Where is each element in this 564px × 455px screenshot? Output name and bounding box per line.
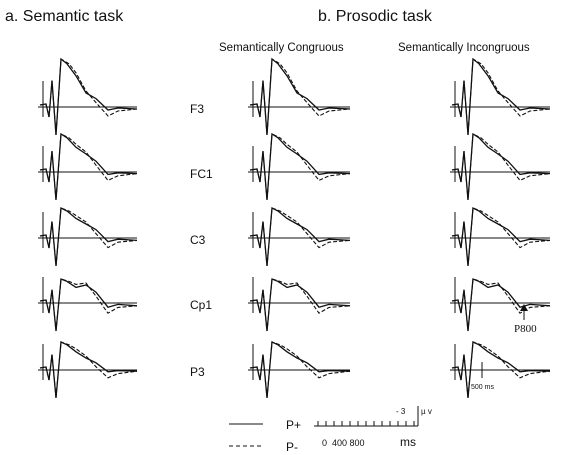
waveform-c3-p-minus	[451, 207, 551, 267]
waveform-fc1-p-minus	[39, 133, 138, 201]
panel-a-waveforms	[38, 57, 138, 399]
time-marker-label: 500 ms	[471, 384, 494, 391]
channel-label-cp1: Cp1	[190, 298, 212, 312]
waveform-fc1-p-minus	[249, 133, 351, 201]
panel-a-title: a. Semantic task	[5, 8, 124, 25]
scale-amplitude-label: - 3	[396, 407, 406, 416]
panel-b-waveforms	[248, 57, 351, 399]
waveform-cp1-p-minus	[39, 278, 138, 332]
p800-arrow-head	[520, 304, 528, 311]
subtitle-incongruous: Semantically Incongruous	[398, 42, 530, 54]
channel-label-p3: P3	[190, 365, 205, 379]
scale-tick-labels: 0 400 800	[322, 438, 365, 448]
waveform-f3-p-plus	[249, 57, 351, 136]
waveform-f3-p-minus	[451, 58, 551, 136]
channel-labels: F3 FC1 C3 Cp1 P3	[190, 102, 213, 379]
waveform-cp1-p-plus	[39, 278, 138, 332]
waveform-fc1-p-minus	[451, 133, 551, 201]
scale-unit-label: µ v	[421, 407, 432, 416]
scale-bar: - 3 µ v 0 400 800 ms	[314, 406, 432, 449]
channel-label-f3: F3	[190, 102, 204, 116]
waveform-c3-p-minus	[249, 207, 351, 267]
legend: P+ P-	[229, 418, 301, 454]
waveform-c3-p-plus	[249, 206, 351, 267]
legend-solid-label: P+	[286, 418, 301, 432]
scale-ticks	[317, 421, 415, 426]
waveform-fc1-p-plus	[451, 132, 551, 201]
waveform-fc1-p-plus	[249, 132, 351, 201]
panel-c-waveforms	[450, 57, 551, 399]
channel-label-fc1: FC1	[190, 167, 213, 181]
p800-label: P800	[514, 323, 537, 335]
scale-ms-label: ms	[400, 435, 416, 449]
waveform-cp1-p-minus	[249, 278, 351, 332]
waveform-f3-p-minus	[249, 58, 351, 136]
waveform-f3-p-minus	[39, 58, 138, 136]
legend-dashed-label: P-	[286, 440, 298, 454]
channel-label-c3: C3	[190, 233, 206, 247]
panel-b-title: b. Prosodic task	[318, 8, 433, 25]
waveform-p3-p-minus	[249, 341, 351, 399]
waveform-c3-p-minus	[39, 207, 138, 267]
waveform-cp1-p-minus	[451, 278, 551, 332]
waveform-c3-p-plus	[39, 206, 138, 267]
waveform-f3-p-plus	[39, 57, 138, 136]
waveform-p3-p-minus	[451, 341, 551, 399]
waveform-p3-p-minus	[39, 341, 138, 399]
subtitle-congruous: Semantically Congruous	[219, 42, 344, 54]
waveform-fc1-p-plus	[39, 132, 138, 201]
